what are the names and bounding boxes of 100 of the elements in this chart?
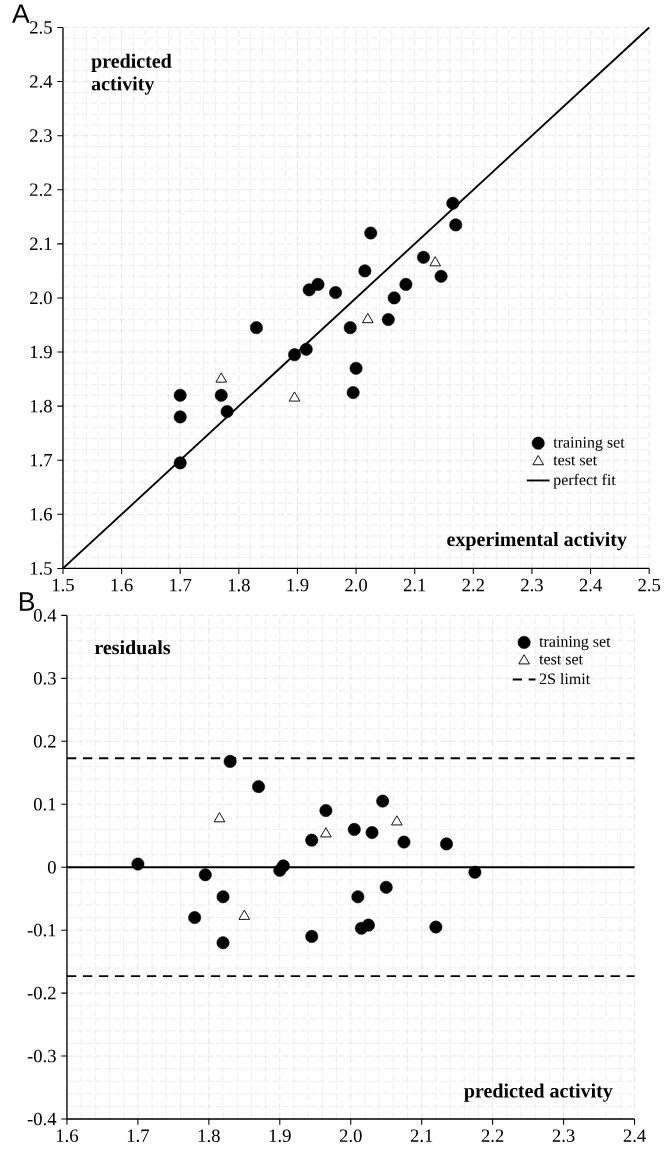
- point: [434, 269, 448, 283]
- point: [302, 283, 316, 297]
- y-tick-label: 0.4: [33, 609, 57, 622]
- y-tick-label: 1.6: [30, 508, 52, 521]
- point: [276, 859, 290, 873]
- point: [319, 827, 332, 838]
- point: [215, 372, 227, 383]
- point: [390, 815, 403, 826]
- x-tick-label: 2.0: [339, 1129, 362, 1143]
- y-tick-label: 2.1: [29, 237, 52, 251]
- point: [238, 909, 250, 920]
- point: [319, 804, 333, 817]
- point: [305, 930, 318, 943]
- point: [347, 823, 361, 836]
- x-tick-label: 1.5: [52, 578, 74, 592]
- x-tick-label: 2.3: [552, 1129, 575, 1143]
- point: [213, 812, 226, 823]
- y-axis-title: residuals: [94, 640, 170, 655]
- legend-label: perfect fit: [553, 473, 616, 489]
- y-tick-label: 0.3: [33, 672, 56, 685]
- y-tick-label: 1.8: [30, 399, 52, 413]
- x-tick-label: 2.0: [345, 578, 367, 592]
- x-tick-label: 1.6: [111, 578, 133, 592]
- y-tick-label: 0.2: [33, 734, 56, 748]
- chart-title: B: [19, 592, 34, 611]
- y-tick-label: 1.9: [30, 345, 52, 359]
- point: [131, 857, 145, 871]
- y-tick-label: -0.2: [27, 986, 56, 1000]
- x-tick-label: 1.7: [127, 1129, 149, 1142]
- x-tick-label: 2.4: [579, 578, 602, 592]
- point: [173, 410, 187, 424]
- point: [349, 361, 363, 375]
- x-tick-label: 2.2: [481, 1129, 504, 1143]
- point: [446, 196, 460, 210]
- point: [351, 890, 365, 904]
- y-tick-label: 2.4: [29, 75, 53, 88]
- point: [173, 456, 187, 470]
- x-tick-label: 1.7: [170, 578, 192, 592]
- y-tick-label: -0.4: [27, 1112, 57, 1126]
- legend-label: training set: [553, 436, 625, 451]
- point: [376, 794, 389, 808]
- point: [364, 226, 377, 240]
- x-tick-label: 1.9: [269, 1129, 291, 1143]
- point: [249, 321, 263, 335]
- legend-label: test set: [539, 655, 583, 665]
- x-tick-label: 1.6: [56, 1129, 78, 1143]
- point: [346, 386, 360, 400]
- point: [299, 342, 313, 356]
- point: [198, 868, 212, 882]
- point: [214, 388, 228, 402]
- point: [361, 918, 375, 932]
- point: [387, 291, 401, 305]
- x-tick-label: 2.5: [638, 578, 660, 592]
- x-tick-label: 2.4: [623, 1129, 646, 1143]
- point: [361, 312, 374, 324]
- point: [358, 264, 372, 278]
- point: [429, 256, 441, 267]
- point: [416, 250, 430, 264]
- point: [381, 313, 395, 326]
- point: [379, 880, 393, 894]
- point: [397, 835, 411, 849]
- point: [216, 890, 230, 904]
- point: [220, 405, 234, 418]
- point: [365, 826, 379, 839]
- y-tick-label: 0: [47, 860, 56, 874]
- point: [173, 388, 187, 402]
- point: [429, 920, 443, 934]
- y-tick-label: -0.1: [27, 923, 56, 937]
- x-axis-title: experimental activity: [447, 532, 627, 551]
- point: [288, 391, 301, 402]
- y-axis-title: predicted activity: [91, 53, 172, 95]
- y-tick-label: 2.5: [29, 21, 52, 34]
- point: [251, 780, 265, 794]
- point: [399, 278, 413, 291]
- y-tick-label: 2.3: [29, 129, 52, 142]
- point: [287, 348, 301, 362]
- y-tick-label: 1.7: [30, 453, 52, 467]
- y-tick-label: -0.3: [27, 1049, 56, 1063]
- legend-label: training set: [539, 636, 611, 651]
- point: [305, 833, 318, 847]
- point: [223, 755, 237, 768]
- point: [468, 865, 482, 879]
- y-tick-label: 1.5: [30, 562, 52, 575]
- point: [449, 218, 462, 232]
- legend-label: 2S limit: [539, 673, 590, 685]
- y-tick-label: 2.0: [29, 291, 52, 305]
- legend-label: test set: [553, 456, 597, 466]
- x-tick-label: 2.1: [410, 1129, 433, 1143]
- x-tick-label: 2.1: [403, 578, 426, 592]
- x-tick-label: 2.2: [462, 578, 484, 592]
- x-tick-label: 1.8: [198, 1129, 220, 1143]
- point: [216, 936, 230, 950]
- point: [311, 278, 325, 291]
- chart-title: A: [11, 4, 30, 23]
- y-tick-label: 0.1: [33, 797, 56, 811]
- y-tick-label: 2.2: [29, 183, 52, 197]
- point: [439, 837, 453, 851]
- x-axis-title: predicted activity: [463, 1083, 613, 1102]
- point: [343, 321, 357, 335]
- x-tick-label: 1.9: [287, 578, 309, 592]
